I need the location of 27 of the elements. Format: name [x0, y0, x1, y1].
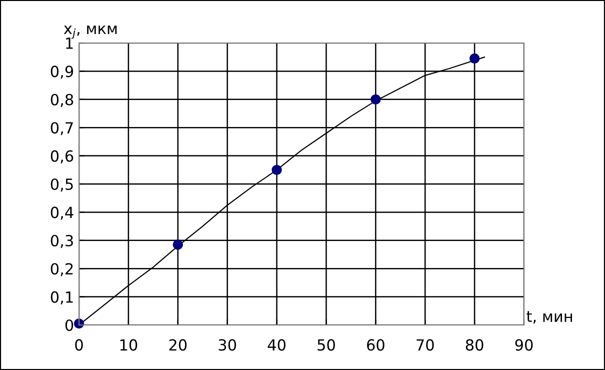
- y-tick-label: 0,8: [50, 94, 74, 107]
- x-tick-label: 80: [466, 339, 484, 351]
- x-tick-label: 40: [268, 339, 286, 351]
- x-tick-label: 20: [169, 339, 187, 351]
- y-axis-title: x$_{j}$, мкм: [64, 26, 117, 39]
- y-tick-label: 0,4: [50, 206, 74, 220]
- y-tick-label: 0: [65, 319, 74, 332]
- x-tick-label: 30: [218, 339, 236, 351]
- point: [469, 53, 480, 64]
- x-tick-label: 60: [367, 339, 384, 351]
- x-tick-label: 0: [75, 339, 83, 351]
- y-tick-label: 0,2: [50, 263, 73, 276]
- y-tick-label: 0,1: [50, 291, 73, 304]
- y-tick-label: 0,9: [50, 66, 74, 79]
- y-tick-label: 0,7: [50, 122, 73, 136]
- y-tick-label: 0,6: [50, 150, 74, 164]
- x-tick-label: 50: [318, 339, 335, 351]
- x-tick-label: 10: [120, 339, 138, 351]
- point: [172, 240, 183, 250]
- y-tick-label: 0,5: [50, 178, 73, 192]
- y-tick-label: 0,3: [50, 234, 73, 248]
- point: [370, 94, 381, 104]
- x-tick-label: 90: [515, 339, 533, 351]
- x-axis-title: t, мин: [526, 311, 572, 324]
- x-tick-label: 70: [416, 339, 434, 351]
- point: [272, 164, 282, 175]
- y-tick-label: 1: [66, 38, 73, 49]
